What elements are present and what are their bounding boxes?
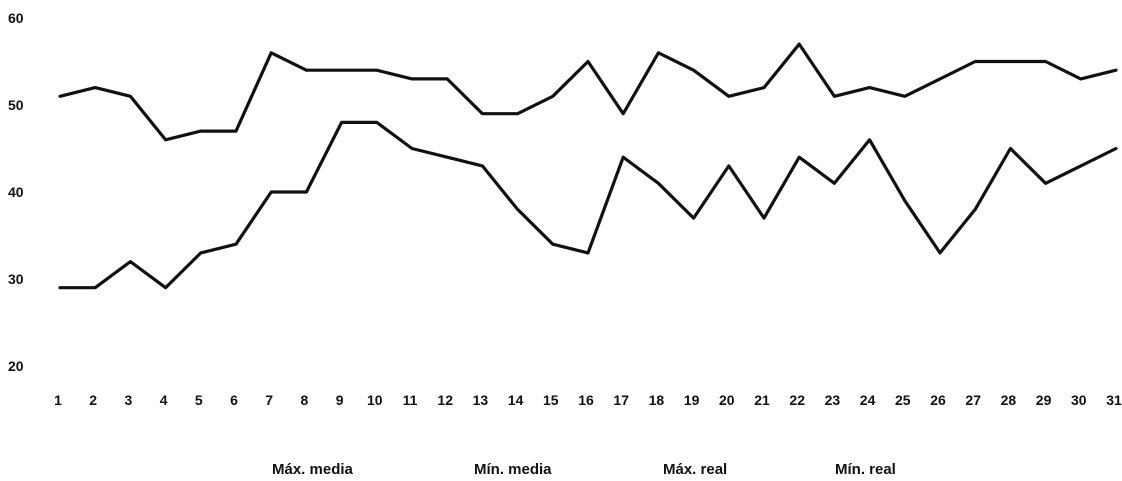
x-tick-label: 3	[125, 392, 133, 408]
series-line-upper	[58, 42, 1118, 142]
x-tick-label: 20	[719, 392, 735, 408]
legend-item-min-media: Mín. media	[474, 461, 552, 478]
x-tick-label: 9	[336, 392, 344, 408]
y-tick-label: 30	[8, 271, 24, 287]
x-tick-label: 29	[1036, 392, 1052, 408]
series-line-lower	[58, 120, 1118, 290]
x-tick-label: 26	[930, 392, 946, 408]
x-tick-label: 6	[230, 392, 238, 408]
legend-item-max-real: Máx. real	[663, 461, 727, 478]
x-tick-label: 1	[54, 392, 62, 408]
x-tick-label: 23	[825, 392, 841, 408]
x-tick-label: 19	[684, 392, 700, 408]
y-axis-tick-labels: 20 30 40 50 60	[8, 10, 24, 374]
y-tick-label: 60	[8, 10, 24, 26]
x-tick-label: 16	[578, 392, 594, 408]
x-tick-label: 22	[789, 392, 805, 408]
x-tick-label: 15	[543, 392, 559, 408]
x-tick-label: 14	[508, 392, 524, 408]
x-tick-label: 13	[473, 392, 489, 408]
legend: Máx. media Mín. media Máx. real Mín. rea…	[272, 461, 896, 478]
x-tick-label: 7	[265, 392, 273, 408]
x-tick-label: 4	[160, 392, 168, 408]
y-tick-label: 20	[8, 358, 24, 374]
x-axis-tick-labels: 1 2 3 4 5 6 7 8 9 10 11 12 13 14 15 16 17 18 19 20 21 22 23 24 2…	[54, 392, 1122, 408]
x-tick-label: 18	[649, 392, 665, 408]
x-tick-label: 8	[301, 392, 309, 408]
legend-item-max-media: Máx. media	[272, 461, 354, 478]
x-tick-label: 28	[1001, 392, 1017, 408]
x-tick-label: 17	[613, 392, 629, 408]
legend-item-min-real: Mín. real	[835, 461, 896, 478]
x-tick-label: 21	[754, 392, 770, 408]
x-tick-label: 27	[965, 392, 981, 408]
x-tick-label: 30	[1071, 392, 1087, 408]
x-tick-label: 5	[195, 392, 203, 408]
x-tick-label: 10	[367, 392, 383, 408]
x-tick-label: 11	[403, 392, 418, 408]
y-tick-label: 40	[8, 184, 24, 200]
series-lines	[58, 42, 1118, 290]
x-tick-label: 31	[1106, 392, 1122, 408]
x-tick-label: 12	[437, 392, 453, 408]
y-tick-label: 50	[8, 97, 24, 113]
x-tick-label: 25	[895, 392, 911, 408]
x-tick-label: 24	[860, 392, 876, 408]
x-tick-label: 2	[89, 392, 97, 408]
